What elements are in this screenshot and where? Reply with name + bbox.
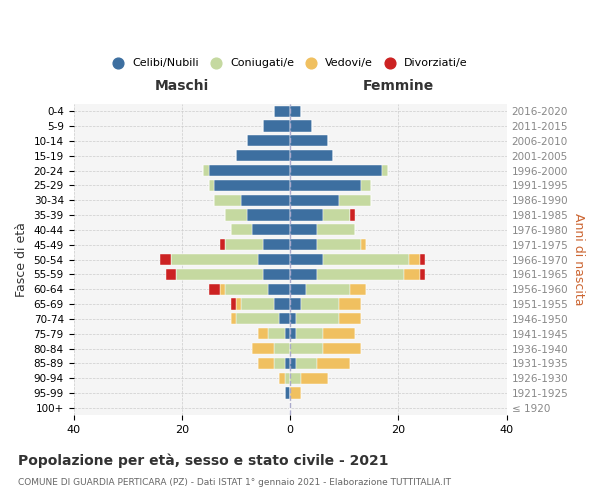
Bar	[160, 254, 171, 265]
Bar	[225, 284, 268, 294]
Bar	[339, 314, 361, 324]
Bar	[263, 269, 290, 280]
Bar	[230, 298, 236, 310]
Bar	[301, 298, 339, 310]
Bar	[296, 314, 339, 324]
Text: COMUNE DI GUARDIA PERTICARA (PZ) - Dati ISTAT 1° gennaio 2021 - Elaborazione TUT: COMUNE DI GUARDIA PERTICARA (PZ) - Dati …	[18, 478, 451, 487]
Bar	[268, 328, 285, 339]
Bar	[317, 224, 355, 235]
Text: Popolazione per età, sesso e stato civile - 2021: Popolazione per età, sesso e stato civil…	[18, 454, 389, 468]
Bar	[176, 269, 263, 280]
Bar	[171, 254, 257, 265]
Bar	[263, 120, 290, 132]
Legend: Celibi/Nubili, Coniugati/e, Vedovi/e, Divorziati/e: Celibi/Nubili, Coniugati/e, Vedovi/e, Di…	[108, 53, 472, 73]
Bar	[323, 343, 361, 354]
Bar	[290, 165, 382, 176]
Bar	[274, 106, 290, 117]
Bar	[290, 120, 312, 132]
Bar	[209, 165, 290, 176]
Bar	[285, 388, 290, 398]
Bar	[279, 372, 285, 384]
Bar	[257, 254, 290, 265]
Bar	[241, 194, 290, 205]
Bar	[225, 239, 263, 250]
Bar	[225, 210, 247, 220]
Bar	[285, 372, 290, 384]
Bar	[236, 298, 241, 310]
Y-axis label: Fasce di età: Fasce di età	[15, 222, 28, 297]
Bar	[290, 328, 296, 339]
Bar	[230, 314, 236, 324]
Bar	[317, 358, 350, 369]
Y-axis label: Anni di nascita: Anni di nascita	[572, 214, 585, 306]
Bar	[290, 194, 339, 205]
Bar	[214, 180, 290, 191]
Bar	[274, 358, 285, 369]
Bar	[420, 254, 425, 265]
Bar	[290, 298, 301, 310]
Text: Femmine: Femmine	[363, 80, 434, 94]
Bar	[290, 269, 317, 280]
Bar	[252, 343, 274, 354]
Text: Maschi: Maschi	[155, 80, 209, 94]
Bar	[290, 210, 323, 220]
Bar	[203, 165, 209, 176]
Bar	[290, 388, 301, 398]
Bar	[290, 314, 296, 324]
Bar	[241, 298, 274, 310]
Bar	[220, 284, 225, 294]
Bar	[339, 298, 361, 310]
Bar	[214, 194, 241, 205]
Bar	[274, 298, 290, 310]
Bar	[339, 194, 371, 205]
Bar	[323, 210, 350, 220]
Bar	[290, 150, 334, 161]
Bar	[247, 136, 290, 146]
Bar	[268, 284, 290, 294]
Bar	[323, 328, 355, 339]
Bar	[220, 239, 225, 250]
Bar	[290, 343, 323, 354]
Bar	[290, 284, 307, 294]
Bar	[252, 224, 290, 235]
Bar	[290, 358, 296, 369]
Bar	[323, 254, 409, 265]
Bar	[290, 136, 328, 146]
Bar	[296, 328, 323, 339]
Bar	[350, 284, 366, 294]
Bar	[361, 180, 371, 191]
Bar	[166, 269, 176, 280]
Bar	[230, 224, 252, 235]
Bar	[290, 239, 317, 250]
Bar	[317, 269, 404, 280]
Bar	[301, 372, 328, 384]
Bar	[209, 180, 214, 191]
Bar	[247, 210, 290, 220]
Bar	[409, 254, 420, 265]
Bar	[290, 372, 301, 384]
Bar	[257, 358, 274, 369]
Bar	[236, 314, 279, 324]
Bar	[285, 328, 290, 339]
Bar	[382, 165, 388, 176]
Bar	[263, 239, 290, 250]
Bar	[420, 269, 425, 280]
Bar	[350, 210, 355, 220]
Bar	[279, 314, 290, 324]
Bar	[296, 358, 317, 369]
Bar	[317, 239, 361, 250]
Bar	[307, 284, 350, 294]
Bar	[290, 180, 361, 191]
Bar	[361, 239, 366, 250]
Bar	[290, 224, 317, 235]
Bar	[236, 150, 290, 161]
Bar	[290, 106, 301, 117]
Bar	[290, 254, 323, 265]
Bar	[274, 343, 290, 354]
Bar	[209, 284, 220, 294]
Bar	[257, 328, 268, 339]
Bar	[404, 269, 420, 280]
Bar	[285, 358, 290, 369]
